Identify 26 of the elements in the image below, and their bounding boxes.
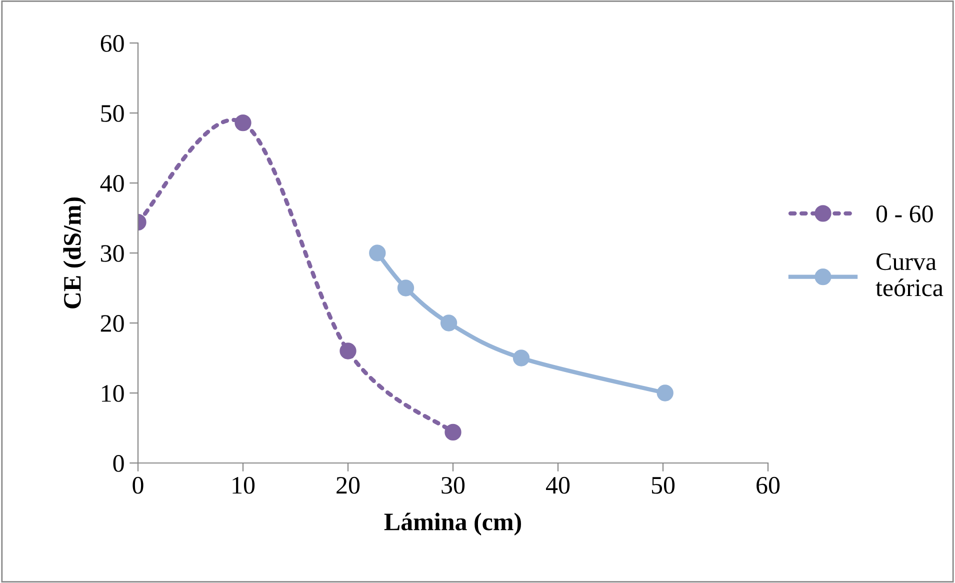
point xyxy=(656,384,674,402)
y-tick-label: 60 xyxy=(100,35,124,52)
point xyxy=(369,244,386,262)
y-tick-label: 20 xyxy=(100,315,124,332)
legend-label: Curva teórica xyxy=(876,253,944,296)
point xyxy=(440,314,458,332)
point xyxy=(397,280,414,296)
point xyxy=(234,114,252,132)
x-tick-label: 10 xyxy=(232,476,255,494)
y-axis-title: CE (dS/m) xyxy=(63,197,86,308)
y-tick-label: 0 xyxy=(113,455,124,472)
x-tick-label: 30 xyxy=(442,476,465,494)
x-tick-label: 50 xyxy=(652,476,675,494)
point xyxy=(444,424,462,441)
x-tick-label: 40 xyxy=(546,476,570,494)
y-tick-label: 30 xyxy=(101,245,124,262)
legend-label: 0 - 60 xyxy=(876,206,933,222)
point xyxy=(340,342,356,360)
y-tick-label: 40 xyxy=(100,175,124,192)
y-tick-label: 50 xyxy=(101,105,124,122)
x-axis-title: Lámina (cm) xyxy=(384,512,521,536)
x-tick-label: 20 xyxy=(336,476,360,494)
x-tick-label: 0 xyxy=(132,476,144,494)
point xyxy=(512,350,530,366)
x-tick-label: 60 xyxy=(756,476,780,494)
y-tick-label: 10 xyxy=(102,385,124,402)
